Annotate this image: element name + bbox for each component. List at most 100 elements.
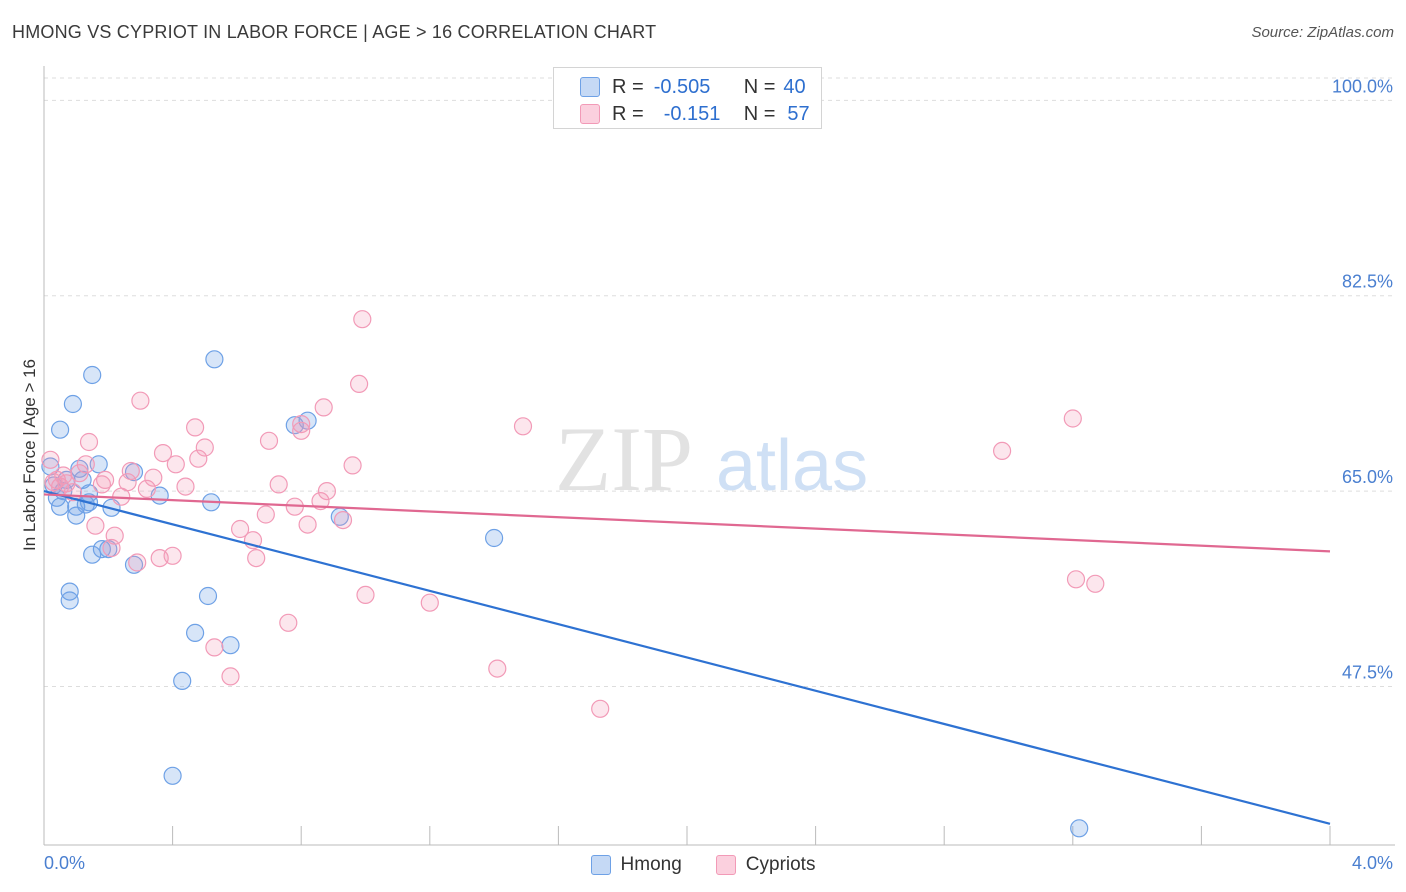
point-cypriots <box>176 477 195 496</box>
point-cypriots <box>269 475 288 494</box>
point-cypriots <box>105 526 124 545</box>
legend-r-label: R = <box>612 102 644 125</box>
point-cypriots <box>317 482 336 501</box>
point-cypriots <box>128 553 147 572</box>
y-tick-label: 100.0% <box>1332 76 1393 96</box>
watermark-atlas: atlas <box>716 426 868 506</box>
y-tick-label: 47.5% <box>1342 662 1393 682</box>
point-cypriots <box>1066 570 1086 589</box>
point-cypriots <box>118 473 137 492</box>
point-cypriots <box>86 516 105 535</box>
point-cypriots <box>488 659 507 678</box>
point-cypriots <box>153 444 173 463</box>
point-hmong <box>163 766 182 785</box>
x-tick-label: 4.0% <box>1352 853 1393 873</box>
point-cypriots <box>333 510 353 530</box>
series-legend-cypriots[interactable]: Cypriots <box>715 854 816 876</box>
point-hmong <box>124 555 144 574</box>
source-label: Source: ZipAtlas.com <box>1251 24 1394 41</box>
point-cypriots <box>1063 409 1082 428</box>
y-tick-label: 65.0% <box>1342 467 1393 487</box>
point-cypriots <box>205 638 224 657</box>
legend-row-hmong: R = -0.505 N = 40 <box>580 75 806 99</box>
legend-n-label: N = <box>743 75 776 98</box>
point-cypriots <box>57 474 76 493</box>
trend-lines <box>43 490 1331 825</box>
point-cypriots <box>292 421 311 440</box>
point-cypriots <box>70 464 89 483</box>
point-hmong <box>485 528 504 548</box>
point-hmong <box>83 545 102 564</box>
point-cypriots <box>279 613 298 632</box>
point-cypriots <box>591 699 610 718</box>
point-cypriots <box>186 418 205 437</box>
point-cypriots <box>95 470 115 489</box>
point-cypriots <box>992 441 1012 460</box>
point-hmong <box>92 539 112 559</box>
point-cypriots <box>292 415 311 434</box>
series-legend-hmong[interactable]: Hmong <box>590 854 682 876</box>
point-cypriots <box>298 515 317 534</box>
series-swatch-hmong <box>590 855 611 875</box>
series-legend: Hmong Cypriots <box>0 851 1406 879</box>
legend-r-value-cypriots: -0.151 <box>663 102 721 125</box>
point-cypriots <box>131 391 150 410</box>
point-cypriots <box>356 585 375 605</box>
point-cypriots <box>189 449 208 468</box>
watermark: ZIP atlas <box>555 408 868 510</box>
point-cypriots <box>353 310 372 329</box>
legend-n-value-hmong: 40 <box>783 75 806 98</box>
point-hmong <box>186 623 205 643</box>
correlation-legend: R = -0.505 N = 40 R = -0.151 N = 57 <box>553 67 822 129</box>
point-hmong <box>50 420 70 439</box>
series-swatch-cypriots <box>715 855 736 875</box>
point-cypriots <box>195 438 214 457</box>
point-cypriots <box>137 479 156 498</box>
legend-n-label: N = <box>743 102 776 125</box>
legend-r-value-hmong: -0.505 <box>653 75 711 98</box>
point-hmong <box>63 394 83 414</box>
point-hmong <box>205 350 224 369</box>
point-cypriots <box>247 548 266 568</box>
axes <box>43 66 1395 846</box>
series-label-cypriots: Cypriots <box>745 854 816 875</box>
point-cypriots <box>311 492 330 511</box>
point-cypriots <box>144 468 163 487</box>
point-cypriots <box>420 593 439 612</box>
point-cypriots <box>221 667 240 686</box>
point-hmong <box>1070 819 1089 838</box>
series-label-hmong: Hmong <box>620 854 682 875</box>
point-cypriots <box>314 398 333 417</box>
legend-n-value-cypriots: 57 <box>787 102 810 125</box>
data-points <box>41 310 1105 838</box>
legend-swatch-hmong <box>580 77 600 97</box>
point-cypriots <box>231 519 250 539</box>
y-tick-label: 82.5% <box>1342 272 1393 292</box>
point-cypriots <box>121 461 140 481</box>
x-tick-label: 0.0% <box>44 853 85 873</box>
tick-labels: 47.5% 65.0% 82.5% 100.0% 0.0% 4.0% <box>44 76 1393 873</box>
point-hmong <box>50 497 70 516</box>
point-cypriots <box>513 417 533 436</box>
watermark-zip: ZIP <box>555 408 693 510</box>
legend-row-cypriots: R = -0.151 N = 57 <box>580 102 810 126</box>
chart-title: HMONG VS CYPRIOT IN LABOR FORCE | AGE > … <box>12 22 657 42</box>
legend-swatch-cypriots <box>580 104 600 124</box>
point-cypriots <box>350 374 369 393</box>
point-cypriots <box>166 455 185 474</box>
point-cypriots <box>76 455 95 474</box>
point-cypriots <box>343 456 362 475</box>
point-cypriots <box>79 432 99 452</box>
point-hmong <box>173 671 192 691</box>
trend-line-hmong <box>43 490 1331 825</box>
point-hmong <box>60 591 79 610</box>
point-cypriots <box>1086 574 1105 593</box>
trend-line-cypriots <box>43 493 1331 553</box>
point-hmong <box>83 365 102 385</box>
point-hmong <box>198 586 218 606</box>
point-hmong <box>89 455 108 474</box>
point-cypriots <box>41 450 60 469</box>
legend-r-label: R = <box>612 75 644 98</box>
point-cypriots <box>259 431 279 450</box>
